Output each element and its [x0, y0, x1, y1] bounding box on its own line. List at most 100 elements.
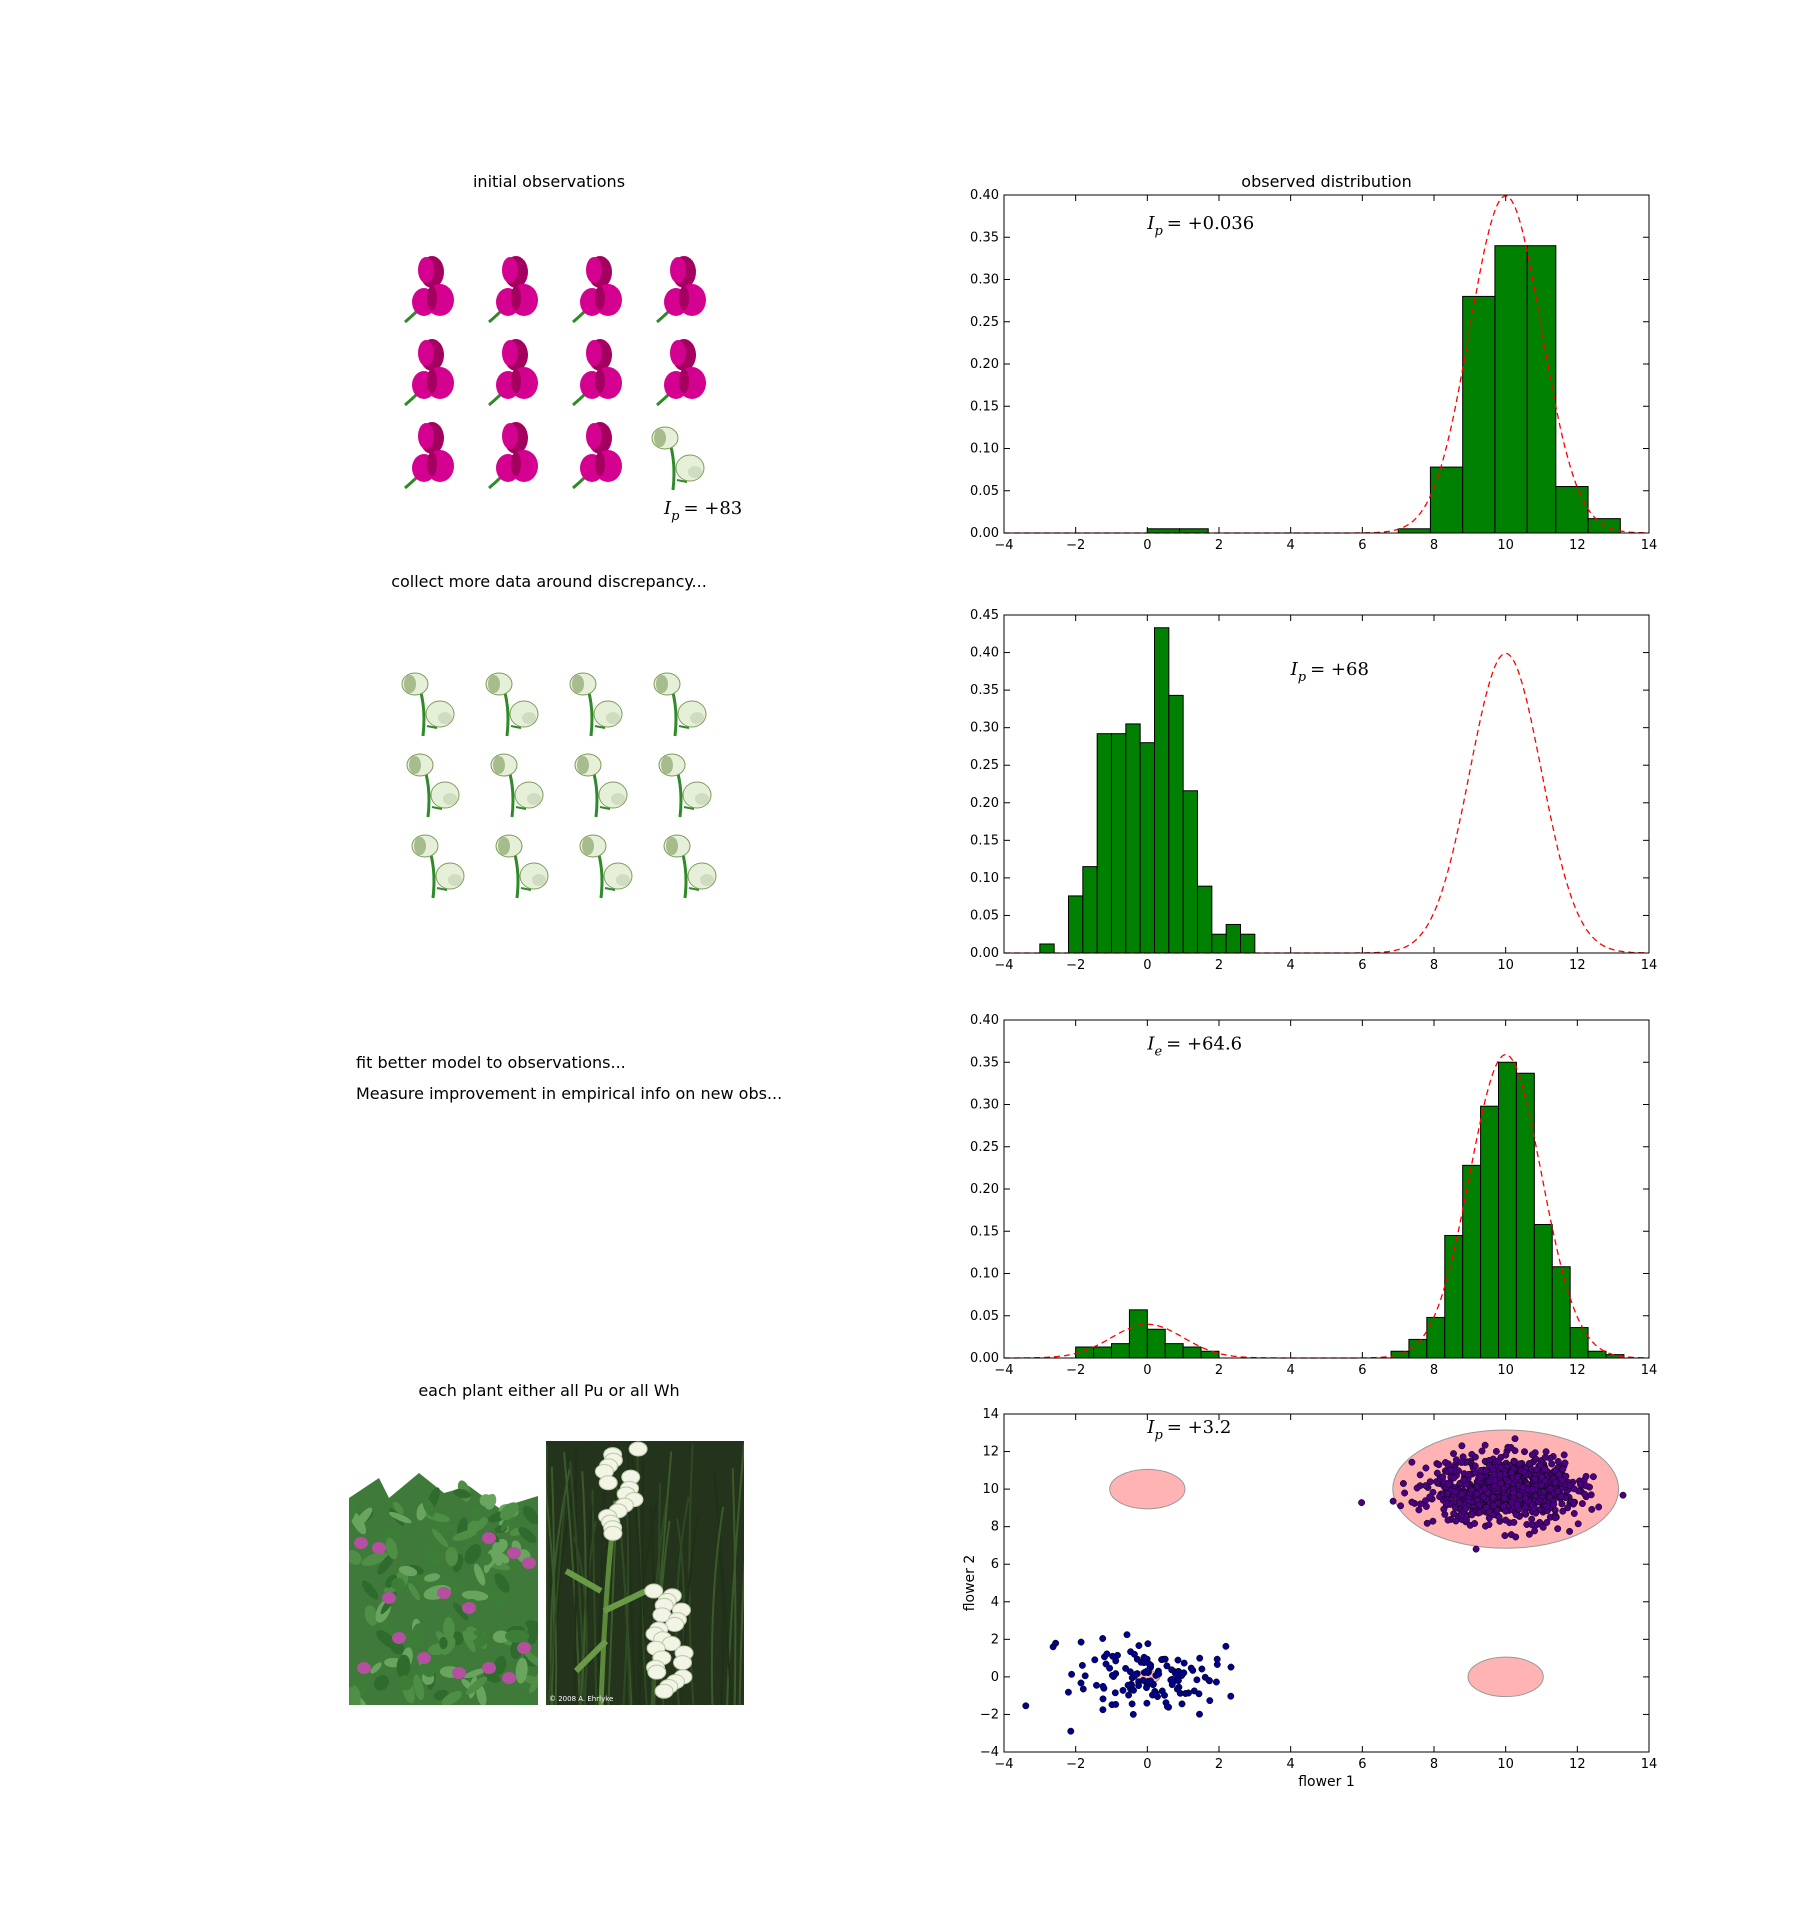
scatter-point [1551, 1478, 1559, 1486]
white-blossom [644, 1583, 664, 1599]
scatter-point [1022, 1702, 1030, 1710]
x-tick-label: 8 [1430, 958, 1438, 970]
y-tick-label: 12 [982, 1445, 999, 1460]
y-tick-label: −4 [980, 1745, 999, 1760]
histogram-bar [1197, 885, 1213, 954]
y-tick-label: 0.30 [970, 1098, 999, 1113]
x-tick-label: 14 [1641, 1757, 1658, 1772]
x-tick-label: −2 [1066, 1363, 1085, 1375]
y-tick-label: 0.35 [970, 683, 999, 698]
y-tick-label: 0.40 [970, 1013, 999, 1028]
x-tick-label: 2 [1215, 958, 1223, 970]
histogram-bar [1096, 733, 1113, 954]
histogram-bar [1179, 528, 1209, 534]
x-tick-label: 8 [1430, 1757, 1438, 1772]
scatter-point [1158, 1656, 1166, 1664]
scatter-point [1408, 1458, 1416, 1466]
scatter-point [1558, 1500, 1566, 1508]
histogram-bar [1168, 694, 1184, 954]
purple-flower-icon [488, 422, 538, 490]
x-tick-label: 12 [1569, 1363, 1586, 1375]
y-tick-label: 0.30 [970, 273, 999, 288]
caption-measure-improvement: Measure improvement in empirical info on… [356, 1084, 783, 1103]
x-tick-label: −2 [1066, 538, 1085, 550]
scatter-point [1582, 1482, 1590, 1490]
scatter-point [1460, 1476, 1468, 1484]
x-tick-label: 14 [1641, 538, 1658, 550]
scatter-point [1140, 1659, 1148, 1667]
scatter-point [1532, 1455, 1540, 1463]
histogram-bar [1533, 1223, 1553, 1359]
scatter-point [1477, 1474, 1485, 1481]
histogram-bar [1164, 1343, 1184, 1359]
scatter-point [1413, 1484, 1421, 1492]
scatter-point [1560, 1451, 1568, 1459]
scatter-point [1520, 1468, 1528, 1476]
scatter-point [1429, 1517, 1437, 1525]
x-tick-label: 10 [1497, 958, 1514, 970]
scatter-point [1508, 1469, 1515, 1477]
histogram-bar [1426, 1316, 1446, 1359]
scatter-point [1106, 1664, 1114, 1672]
scatter-point [1468, 1511, 1476, 1519]
scatter-point [1108, 1671, 1116, 1679]
scatter-point [1443, 1490, 1451, 1498]
photo-credit: © 2008 A. Ehrlyke [549, 1695, 613, 1703]
scatter-point [1471, 1520, 1479, 1527]
plot-frame [1003, 1019, 1650, 1359]
y-tick-label: 0.30 [970, 721, 999, 736]
scatter-point [1485, 1521, 1493, 1529]
purple-flower-icon [656, 339, 706, 407]
purple-flower-icon [656, 256, 706, 324]
scatter-point [1543, 1519, 1551, 1526]
histogram-bar [1498, 1061, 1517, 1359]
scatter-point [1511, 1435, 1519, 1443]
scatter-point [1452, 1504, 1459, 1512]
y-axis-label: flower 2 [962, 1555, 978, 1612]
purple-blossom [507, 1547, 521, 1559]
scatter-point [1458, 1442, 1466, 1450]
scatter-point [1554, 1458, 1562, 1465]
scatter-point [1081, 1672, 1089, 1680]
scatter-point [1514, 1473, 1522, 1481]
plot-frame [1003, 194, 1650, 534]
scatter-point [1557, 1492, 1565, 1500]
purple-flower-icon [488, 256, 538, 324]
scatter-point [1512, 1533, 1520, 1541]
scatter-point [1135, 1642, 1143, 1650]
scatter-point [1541, 1466, 1548, 1474]
scatter-point [1516, 1460, 1524, 1468]
histogram-bar [1139, 742, 1156, 954]
scatter-point [1143, 1699, 1151, 1707]
scatter-point [1471, 1453, 1479, 1461]
scatter-point [1422, 1464, 1430, 1472]
white-flower-icon [490, 753, 544, 818]
scatter-point [1444, 1480, 1452, 1488]
y-tick-label: 0 [991, 1670, 999, 1685]
scatter-point [1566, 1482, 1574, 1489]
scatter-point [1450, 1450, 1457, 1458]
scatter-point [1422, 1503, 1430, 1510]
scatter-point [1540, 1488, 1548, 1496]
scatter-point [1462, 1505, 1470, 1513]
x-tick-label: 0 [1143, 1363, 1151, 1375]
scatter-point [1554, 1487, 1562, 1495]
scatter-point [1158, 1687, 1166, 1695]
white-flower-icon [574, 753, 628, 818]
scatter-point [1588, 1505, 1596, 1513]
scatter-point [1450, 1510, 1458, 1518]
scatter-point [1423, 1519, 1431, 1527]
scatter-point [1521, 1448, 1528, 1456]
scatter-point [1499, 1502, 1507, 1510]
scatter-point [1099, 1635, 1107, 1642]
x-tick-label: 14 [1641, 1363, 1658, 1375]
scatter-point [1514, 1501, 1522, 1508]
white-flower-icon [406, 753, 460, 818]
y-tick-label: 0.00 [970, 946, 999, 961]
scatter-point [1163, 1703, 1171, 1711]
y-tick-label: 0.25 [970, 1140, 999, 1155]
white-flower-icon [401, 672, 455, 737]
histogram-bar [1240, 933, 1256, 954]
y-tick-label: 6 [991, 1557, 999, 1572]
scatter-point [1173, 1670, 1181, 1678]
